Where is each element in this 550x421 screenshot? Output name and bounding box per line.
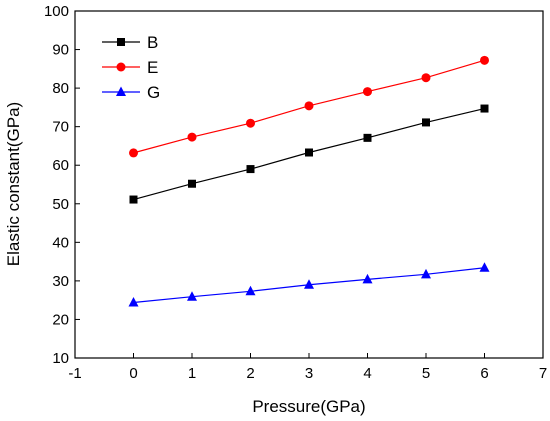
data-point-b [422, 118, 430, 127]
x-tick-label: 0 [129, 365, 137, 382]
y-tick-label: 100 [44, 3, 69, 20]
data-point-b [188, 179, 196, 188]
legend-label: G [147, 83, 160, 102]
legend-label: B [147, 33, 158, 52]
x-axis: -1 0 1 2 3 4 5 6 7 [68, 353, 547, 382]
y-tick-label: 60 [52, 157, 69, 174]
data-point-b [363, 133, 372, 142]
x-tick-label: 6 [480, 365, 488, 382]
data-point-e [129, 148, 138, 158]
x-tick-label: 2 [246, 365, 254, 382]
data-point-g [245, 285, 256, 296]
x-tick-label: 4 [363, 365, 371, 382]
x-tick-label: -1 [68, 365, 81, 382]
data-point-e [304, 101, 314, 111]
data-point-e [480, 55, 489, 65]
y-axis: 10 20 30 40 50 60 70 80 90 100 [44, 3, 80, 367]
y-tick-label: 80 [52, 80, 69, 97]
y-tick-label: 10 [52, 350, 69, 367]
data-point-e [187, 132, 197, 142]
y-tick-label: 90 [52, 42, 69, 59]
legend-marker [116, 86, 126, 96]
data-point-g [304, 279, 314, 289]
data-point-b [480, 104, 489, 113]
legend: BEG [102, 33, 160, 102]
data-point-b [246, 165, 255, 174]
data-point-b [129, 195, 138, 204]
data-point-b [305, 148, 313, 157]
data-point-e [246, 118, 255, 128]
x-tick-label: 3 [305, 365, 313, 382]
x-axis-title: Pressure(GPa) [252, 397, 365, 416]
y-tick-label: 40 [52, 234, 69, 251]
y-tick-label: 20 [52, 311, 69, 328]
data-point-e [421, 73, 431, 83]
legend-item-g: G [102, 83, 160, 102]
data-point-g [362, 273, 373, 284]
data-point-g [421, 268, 431, 279]
y-tick-label: 50 [52, 196, 69, 213]
x-tick-label: 5 [422, 365, 430, 382]
x-tick-label: 7 [539, 365, 547, 382]
series-layer [128, 55, 490, 307]
y-tick-label: 30 [52, 273, 69, 290]
data-point-g [479, 262, 490, 272]
legend-item-b: B [102, 33, 158, 52]
legend-label: E [147, 58, 158, 77]
y-axis-title: Elastic constant(GPa) [4, 102, 23, 266]
series-g [128, 262, 490, 307]
x-tick-label: 1 [188, 365, 196, 382]
data-point-g [187, 291, 197, 301]
series-e [129, 55, 489, 158]
plot-frame [74, 10, 544, 359]
legend-marker [117, 38, 125, 46]
legend-item-e: E [102, 58, 158, 77]
series-b [129, 104, 489, 204]
legend-marker [116, 62, 126, 72]
y-tick-label: 70 [52, 119, 69, 136]
data-point-g [128, 296, 139, 307]
data-point-e [363, 87, 372, 97]
